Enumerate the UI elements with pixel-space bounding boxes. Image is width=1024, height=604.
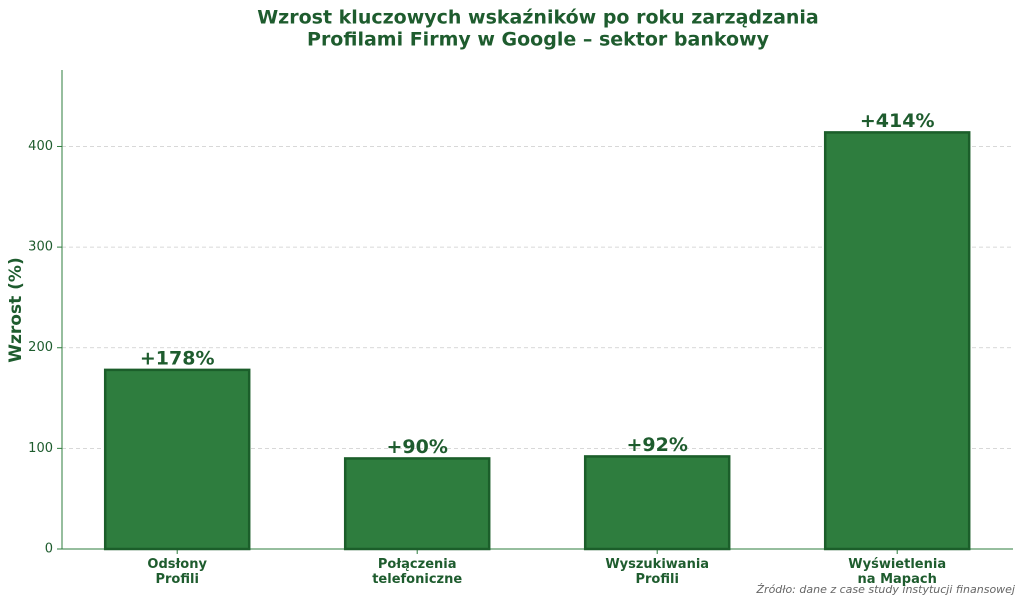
y-tick-label: 400 xyxy=(28,139,53,154)
data-label: +92% xyxy=(626,434,687,456)
data-label: +414% xyxy=(860,110,935,132)
bar xyxy=(583,455,731,551)
bar xyxy=(103,368,251,551)
x-tick-label: Wyszukiwania Profili xyxy=(605,557,709,587)
y-axis-label: Wzrost (%) xyxy=(6,257,26,362)
chart-title: Profilami Firmy w Google – sektor bankow… xyxy=(307,29,770,51)
bar xyxy=(823,131,971,551)
y-tick-label: 0 xyxy=(45,542,53,557)
y-tick-label: 100 xyxy=(28,441,53,456)
data-label: +90% xyxy=(386,436,447,458)
y-tick-label: 200 xyxy=(28,340,53,355)
bar xyxy=(343,457,491,551)
chart-title: Wzrost kluczowych wskaźników po roku zar… xyxy=(257,7,819,29)
x-tick-label: Odsłony Profili xyxy=(147,557,207,587)
x-tick-label: Wyświetlenia na Mapach xyxy=(848,557,946,587)
x-tick-label: Połączenia telefoniczne xyxy=(372,557,462,587)
source-note: Źródło: dane z case study instytucji fin… xyxy=(756,583,1016,596)
data-label: +178% xyxy=(140,347,215,369)
y-tick-label: 300 xyxy=(28,240,53,255)
